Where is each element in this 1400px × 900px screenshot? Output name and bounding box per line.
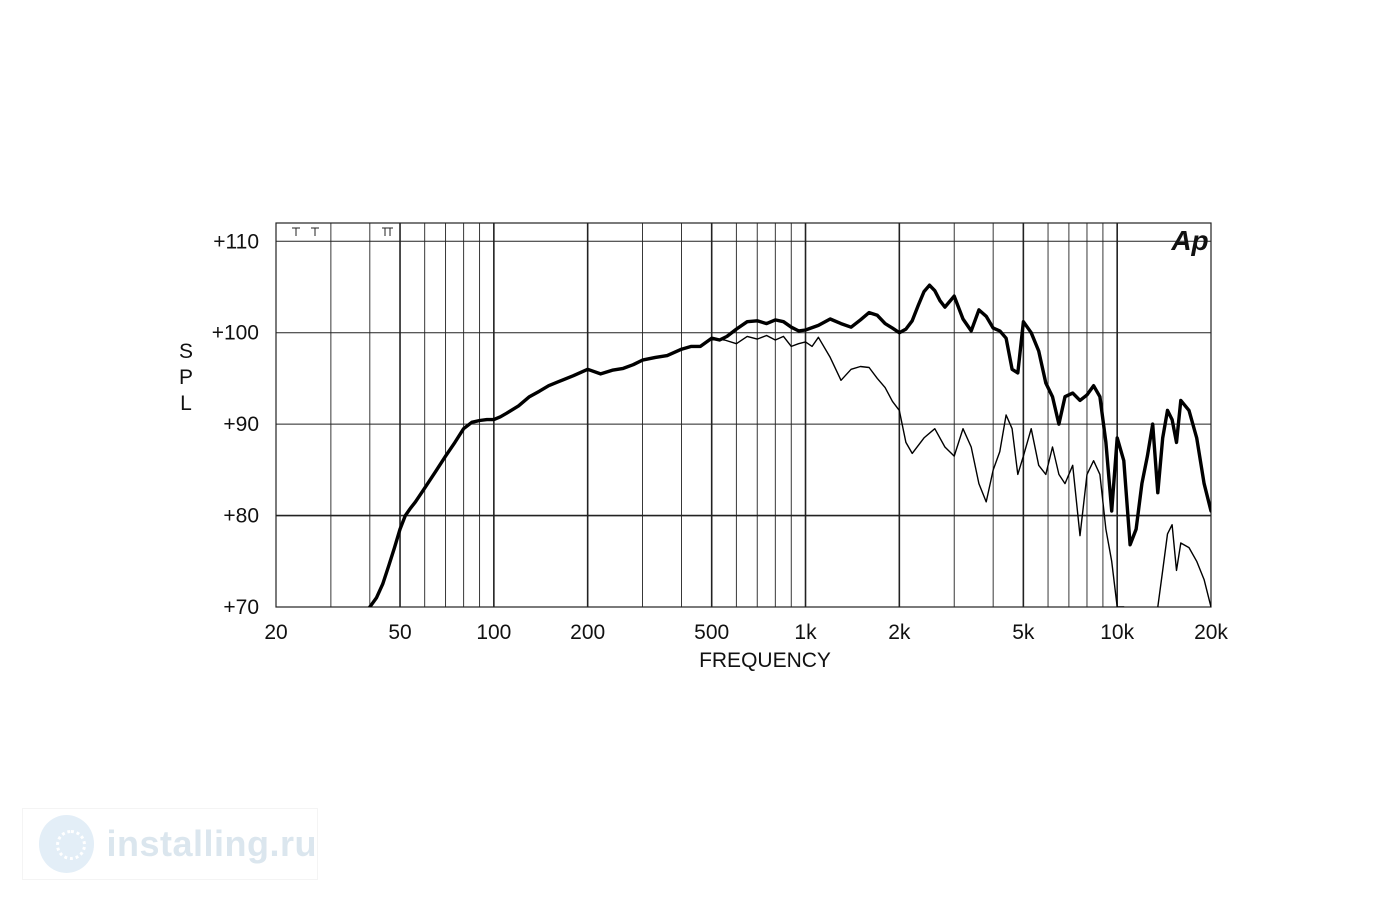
x-tick-labels: 20 50 100 200 500 1k 2k 5k 10k 20k <box>264 621 1228 644</box>
x-tick-label: 1k <box>794 621 817 644</box>
x-tick-label: 500 <box>694 621 729 644</box>
x-tick-label: 20k <box>1194 621 1228 644</box>
series-line-thick <box>368 283 1211 607</box>
watermark-text: installing.ru <box>106 823 317 864</box>
x-tick-label: 200 <box>570 621 605 644</box>
x-axis-title: FREQUENCY <box>699 649 831 672</box>
y-tick-label: +90 <box>223 413 259 436</box>
y-tick-label: +80 <box>223 505 259 528</box>
x-tick-label: 20 <box>264 621 287 644</box>
watermark: installing.ru <box>22 808 318 880</box>
x-tick-label: 10k <box>1100 621 1134 644</box>
x-tick-label: 2k <box>888 621 911 644</box>
plot-frame <box>275 222 1212 608</box>
series-layer <box>368 283 1211 607</box>
y-tick-labels: +70 +80 +90 +100 +110 <box>212 230 259 619</box>
grid-vertical <box>330 223 1118 607</box>
x-tick-label: 50 <box>388 621 411 644</box>
y-tick-label: +100 <box>212 322 259 345</box>
y-tick-label: +110 <box>213 230 259 253</box>
ap-logo: Ap <box>1170 225 1208 256</box>
watermark-logo-icon <box>39 815 95 873</box>
x-tick-label: 100 <box>476 621 511 644</box>
marker-ticks <box>292 227 393 236</box>
y-tick-label: +70 <box>223 596 259 619</box>
x-tick-label: 5k <box>1012 621 1035 644</box>
grid-horizontal <box>276 240 1211 517</box>
series-line-thin <box>711 334 1211 607</box>
